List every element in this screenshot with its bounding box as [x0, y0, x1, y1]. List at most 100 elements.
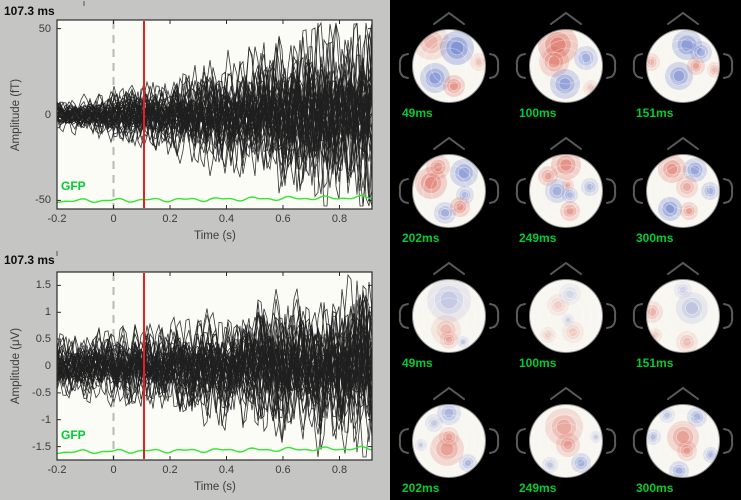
topomap-head-canvas — [515, 11, 617, 103]
left-ear-icon — [398, 178, 409, 204]
topomap-panel: 49ms 100ms 151ms 202ms 249ms 300ms 49ms 100ms 15… — [390, 0, 741, 500]
topomap-time-label: 202ms — [402, 231, 440, 245]
right-ear-icon — [606, 428, 617, 454]
x-tick-label: 0.4 — [218, 464, 235, 476]
topomap-head-canvas — [398, 136, 500, 228]
left-ear-icon — [398, 303, 409, 329]
nose-icon — [667, 261, 699, 275]
right-ear-icon — [489, 428, 500, 454]
topomap-head-canvas — [632, 261, 734, 353]
topomap-head-canvas — [398, 261, 500, 353]
right-ear-icon — [606, 178, 617, 204]
topomap-time-label: 300ms — [636, 231, 674, 245]
nose-icon — [667, 136, 699, 150]
topomap-head-canvas — [515, 136, 617, 228]
x-axis-title: Time (s) — [194, 230, 236, 242]
x-tick-label: 0.2 — [162, 213, 178, 225]
y-tick-label: 0.5 — [35, 333, 51, 346]
right-ear-icon — [489, 303, 500, 329]
y-tick-label: -50 — [35, 194, 51, 207]
topomap-cell-202ms-row4[interactable]: 202ms — [390, 375, 507, 500]
topomap-cell-49ms-row3[interactable]: 49ms — [390, 250, 507, 375]
x-tick-label: 0.2 — [162, 464, 178, 476]
left-ear-icon — [398, 428, 409, 454]
topomap-cell-202ms-row2[interactable]: 202ms — [390, 125, 507, 250]
y-tick-label: 1 — [44, 306, 51, 319]
left-ear-icon — [515, 303, 526, 329]
right-ear-icon — [489, 53, 500, 79]
left-ear-icon — [515, 428, 526, 454]
nose-icon — [550, 136, 582, 150]
x-tick-label: 0.6 — [275, 213, 291, 225]
gfp-trace-label: GFP — [61, 428, 86, 442]
butterfly-plot-1-axes[interactable] — [57, 20, 372, 209]
right-ear-icon — [606, 53, 617, 79]
timeseries-panel: 107.3 ms Amplitude (fT) GFP Time (s) 107… — [4, 1, 373, 493]
topomap-time-label: 151ms — [636, 106, 674, 120]
cursor-time-label: 107.3 ms — [4, 4, 55, 18]
topomap-time-label: 300ms — [636, 481, 674, 495]
topomap-cell-300ms-row4[interactable]: 300ms — [624, 375, 741, 500]
y-tick-label: 1.5 — [35, 279, 51, 292]
topomap-cell-49ms-row1[interactable]: 49ms — [390, 0, 507, 125]
x-tick-label: -0.2 — [47, 213, 67, 225]
x-tick-label: 0.8 — [331, 213, 348, 225]
right-ear-icon — [723, 53, 734, 79]
nose-icon — [433, 386, 465, 400]
nose-icon — [433, 261, 465, 275]
topomap-cell-151ms-row1[interactable]: 151ms — [624, 0, 741, 125]
y-tick-label: 0 — [44, 108, 51, 121]
y-tick-label: -0.5 — [32, 386, 51, 399]
topomap-time-label: 249ms — [519, 481, 557, 495]
topomap-head-canvas — [632, 386, 734, 478]
butterfly-plot-2-axes[interactable] — [57, 272, 372, 460]
x-tick-label: 0.4 — [218, 213, 235, 225]
left-ear-icon — [515, 178, 526, 204]
left-ear-icon — [632, 53, 643, 79]
y-tick-label: -1.5 — [32, 440, 51, 453]
nose-icon — [550, 386, 582, 400]
topomap-time-label: 202ms — [402, 481, 440, 495]
y-tick-label: 0 — [44, 360, 51, 372]
topomap-cell-300ms-row2[interactable]: 300ms — [624, 125, 741, 250]
topomap-head-canvas — [398, 11, 500, 103]
nose-icon — [433, 11, 465, 25]
topomap-cell-249ms-row2[interactable]: 249ms — [507, 125, 624, 250]
right-ear-icon — [723, 428, 734, 454]
gfp-trace-label: GFP — [61, 179, 86, 193]
topomap-time-label: 100ms — [519, 106, 557, 120]
topomap-head-canvas — [632, 11, 734, 103]
topomap-head-canvas — [515, 386, 617, 478]
topomap-time-label: 151ms — [636, 356, 674, 370]
topomap-cell-100ms-row1[interactable]: 100ms — [507, 0, 624, 125]
nose-icon — [550, 261, 582, 275]
x-axis-title: Time (s) — [194, 481, 236, 493]
left-ear-icon — [632, 428, 643, 454]
x-tick-label: 0 — [110, 213, 117, 225]
left-ear-icon — [632, 303, 643, 329]
topomap-time-label: 249ms — [519, 231, 557, 245]
x-tick-label: 0.6 — [275, 464, 291, 476]
x-tick-label: 0 — [110, 464, 117, 476]
y-tick-label: -1 — [41, 413, 51, 426]
nose-icon — [667, 386, 699, 400]
cursor-time-label: 107.3 ms — [4, 253, 55, 267]
topomap-cell-249ms-row4[interactable]: 249ms — [507, 375, 624, 500]
topomap-head-canvas — [632, 136, 734, 228]
topomap-time-label: 49ms — [402, 356, 433, 370]
topomap-head-canvas — [398, 386, 500, 478]
x-tick-label: -0.2 — [47, 464, 67, 476]
y-tick-label: 50 — [38, 22, 51, 35]
nose-icon — [550, 11, 582, 25]
x-tick-label: 0.8 — [331, 464, 348, 476]
nose-icon — [433, 136, 465, 150]
left-ear-icon — [515, 53, 526, 79]
nose-icon — [667, 11, 699, 25]
right-ear-icon — [723, 303, 734, 329]
right-ear-icon — [606, 303, 617, 329]
left-ear-icon — [632, 178, 643, 204]
topomap-cell-151ms-row3[interactable]: 151ms — [624, 250, 741, 375]
topomap-head-canvas — [515, 261, 617, 353]
right-ear-icon — [723, 178, 734, 204]
topomap-cell-100ms-row3[interactable]: 100ms — [507, 250, 624, 375]
